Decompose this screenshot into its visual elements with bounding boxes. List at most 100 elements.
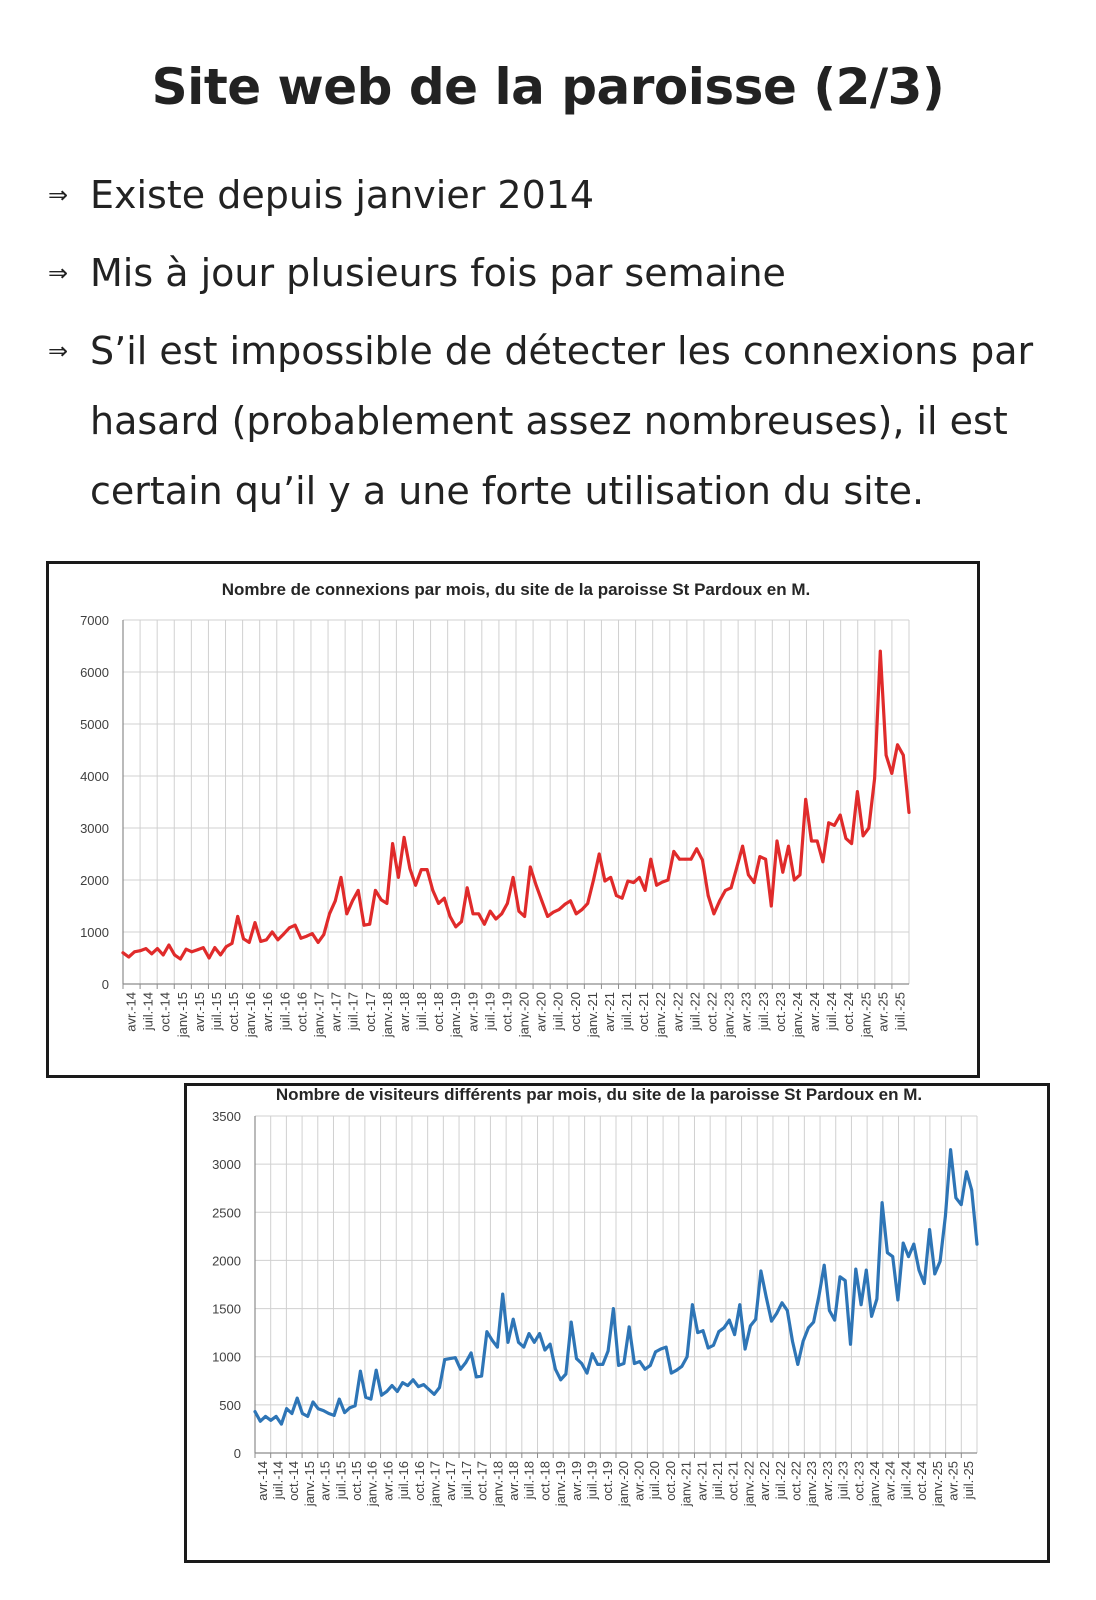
data-point (749, 1324, 752, 1328)
data-point (494, 917, 498, 921)
data-point (506, 902, 509, 905)
x-tick-label: juil.-19 (482, 992, 497, 1031)
data-point (733, 1333, 736, 1336)
data-point (718, 899, 722, 903)
data-point (770, 1319, 773, 1323)
data-point (815, 839, 819, 843)
x-tick-label: juil.-25 (892, 992, 907, 1031)
x-tick-label: avr.-15 (192, 992, 207, 1032)
data-point (678, 857, 681, 861)
x-tick-label: juil.-14 (271, 1461, 286, 1500)
x-tick-label: juil.-18 (414, 992, 429, 1031)
data-point (612, 1307, 615, 1310)
data-point (689, 857, 693, 861)
y-tick-label: 3000 (80, 821, 109, 836)
data-point (253, 1410, 257, 1413)
data-point (290, 1412, 294, 1415)
y-tick-label: 5000 (80, 717, 109, 732)
data-point (775, 1312, 779, 1315)
x-tick-label: juil.-21 (619, 992, 634, 1031)
data-point (385, 902, 389, 905)
data-point (337, 1397, 341, 1401)
data-point (454, 925, 458, 929)
data-point (606, 1349, 610, 1353)
x-tick-label: janv.-19 (448, 992, 463, 1038)
x-tick-label: juil.-20 (551, 992, 566, 1031)
data-point (627, 1325, 631, 1329)
data-point (622, 1362, 626, 1365)
data-point (121, 951, 125, 955)
data-point (648, 1364, 652, 1367)
data-point (672, 850, 676, 853)
data-point (305, 934, 308, 938)
data-point (856, 790, 859, 793)
data-point (838, 813, 842, 817)
data-point (712, 912, 716, 916)
data-point (666, 878, 670, 882)
data-point (348, 1406, 352, 1410)
x-tick-label: oct.-24 (841, 992, 856, 1032)
x-tick-label: oct.-15 (226, 992, 241, 1032)
x-tick-label: avr.-23 (820, 1461, 835, 1501)
data-point (838, 1275, 842, 1279)
data-point (265, 938, 268, 942)
data-point (754, 1317, 758, 1321)
data-point (620, 896, 624, 900)
data-point (609, 876, 613, 879)
data-point (890, 772, 894, 775)
data-point (474, 1375, 478, 1379)
data-point (970, 1188, 974, 1192)
data-point (511, 1317, 515, 1321)
x-tick-label: janv.-18 (490, 1461, 505, 1507)
page-title: Site web de la paroisse (2/3) (151, 58, 945, 116)
x-tick-label: janv.-16 (243, 992, 258, 1038)
data-point (402, 836, 406, 839)
data-point (938, 1260, 942, 1263)
data-point (295, 1396, 299, 1400)
data-point (817, 1294, 821, 1298)
data-point (691, 1303, 694, 1307)
bullet-text: Mis à jour plusieurs fois par semaine (90, 251, 786, 295)
x-tick-label: oct.-23 (773, 992, 788, 1032)
data-point (696, 1331, 700, 1334)
data-point (922, 1282, 926, 1285)
x-tick-label: juil.-18 (522, 1461, 537, 1500)
data-point (654, 1350, 657, 1354)
visitors-chart: Nombre de visiteurs différents par mois,… (184, 1083, 1050, 1563)
data-point (569, 899, 572, 903)
bullet-text: S’il est impossible de détecter les conn… (90, 329, 1034, 513)
x-tick-label: juil.-23 (836, 1461, 851, 1500)
data-point (150, 952, 154, 956)
data-point (861, 834, 865, 838)
data-point (364, 1395, 368, 1399)
x-tick-label: janv.-15 (302, 1461, 317, 1507)
x-tick-label: janv.-18 (380, 992, 395, 1038)
data-point (213, 946, 217, 949)
data-point (270, 930, 274, 934)
data-point (437, 902, 440, 905)
connections-chart-svg: Nombre de connexions par mois, du site d… (80, 580, 911, 1038)
x-tick-label: janv.-23 (804, 1461, 819, 1507)
bullet-list: ⇒ Existe depuis janvier 2014 ⇒ Mis à jou… (48, 160, 1068, 526)
data-point (201, 946, 205, 949)
x-tick-label: janv.-17 (312, 992, 327, 1038)
data-point (638, 876, 641, 879)
data-point (775, 839, 779, 843)
data-point (485, 1330, 489, 1334)
data-point (190, 950, 194, 954)
data-point (933, 1272, 937, 1276)
x-tick-label: janv.-15 (175, 992, 190, 1038)
y-tick-label: 2000 (212, 1253, 241, 1268)
data-point (738, 1303, 742, 1307)
data-point (564, 1372, 568, 1376)
arrow-icon: ⇒ (48, 181, 69, 209)
data-point (419, 868, 423, 871)
data-point (285, 1407, 288, 1411)
data-point (316, 1407, 320, 1411)
data-point (310, 932, 314, 935)
data-point (912, 1242, 916, 1246)
data-point (359, 1369, 362, 1373)
data-point (332, 1414, 336, 1417)
y-tick-label: 2500 (212, 1205, 241, 1220)
data-point (901, 753, 905, 757)
